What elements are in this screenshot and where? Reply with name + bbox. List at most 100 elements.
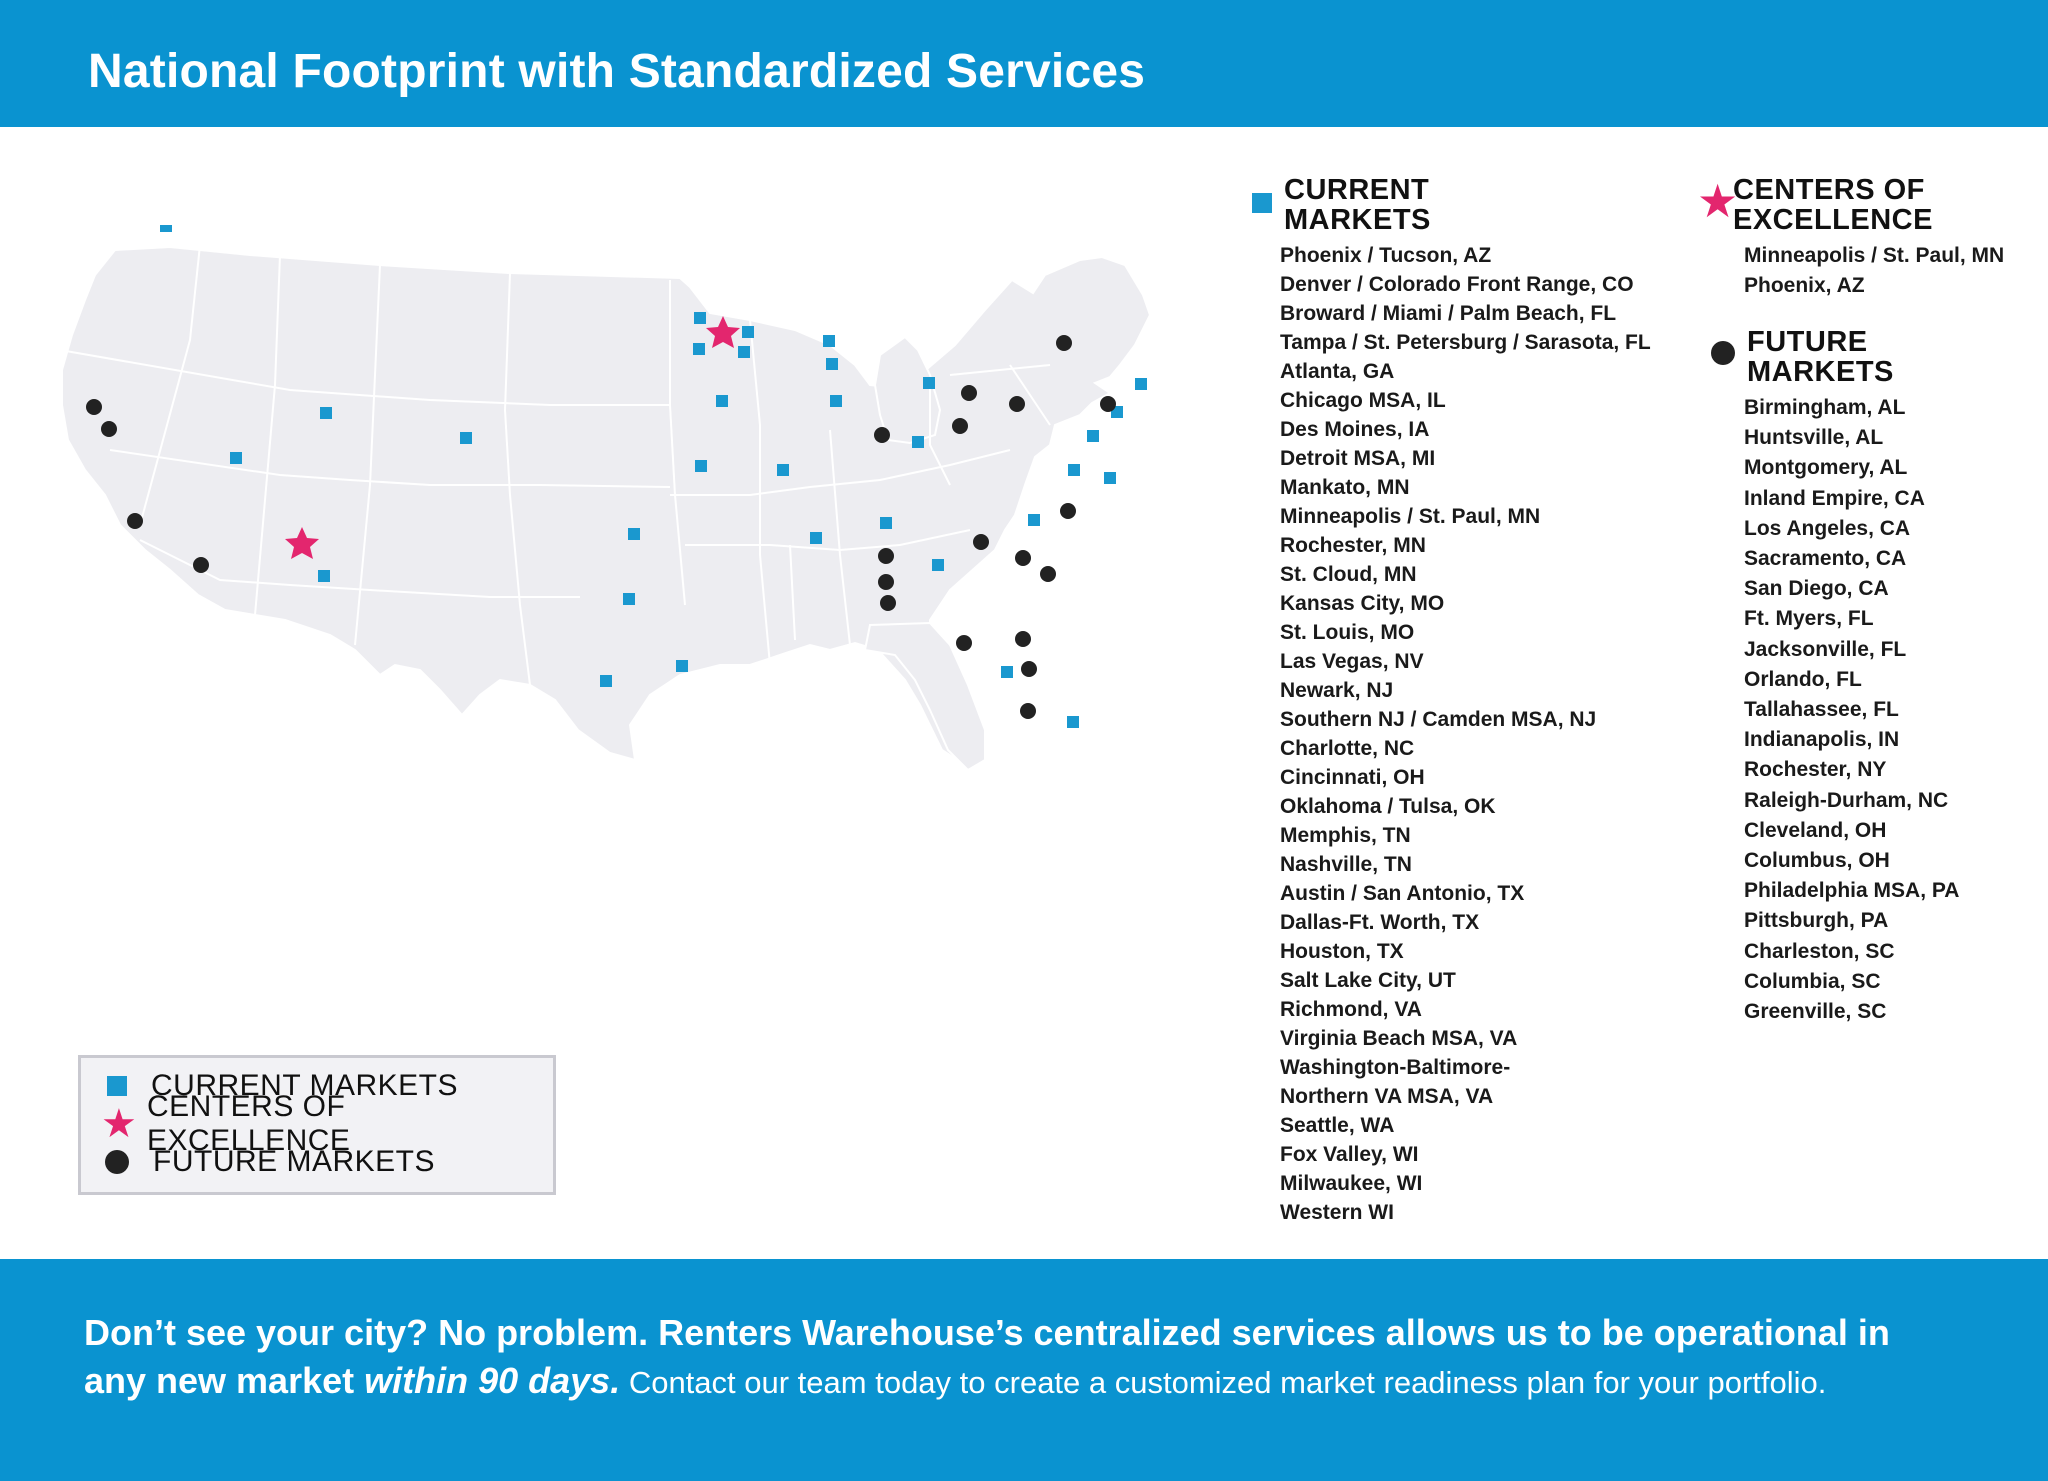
us-land — [59, 244, 1152, 772]
current-market-item: Houston, TX — [1280, 940, 1404, 963]
marker-miami — [1067, 716, 1079, 728]
legend-centers-row: ★ CENTERS OF EXCELLENCE — [101, 1090, 553, 1157]
current-markets-list: Phoenix / Tucson, AZ Denver / Colorado Fr… — [1280, 241, 1651, 1227]
current-market-item: St. Cloud, MN — [1280, 563, 1417, 586]
footer-banner: Don’t see your city? No problem. Renters… — [0, 1259, 2048, 1481]
marker-washington — [1087, 430, 1099, 442]
current-market-item: Charlotte, NC — [1280, 737, 1415, 760]
footer-text-a: any new market — [84, 1360, 365, 1401]
pink-star-icon: ★ — [1697, 175, 1739, 227]
current-market-item: Cincinnati, OH — [1280, 766, 1425, 789]
future-markets-heading: FUTURE MARKETS — [1708, 327, 1959, 387]
future-market-item: Tallahassee, FL — [1744, 698, 1899, 722]
marker-tampa — [1001, 666, 1013, 678]
marker-orlando — [1021, 661, 1037, 677]
current-market-item: Oklahoma / Tulsa, OK — [1280, 795, 1496, 818]
marker-virginia-beach — [1104, 472, 1116, 484]
marker-huntsville — [878, 548, 894, 564]
future-market-item: Ft. Myers, FL — [1744, 607, 1874, 631]
current-market-item: Kansas City, MO — [1280, 592, 1445, 615]
future-market-item: Indianapolis, IN — [1744, 728, 1900, 752]
marker-tucson — [318, 570, 330, 582]
current-market-item: Southern NJ / Camden MSA, NJ — [1280, 708, 1597, 731]
legend-future-label: FUTURE MARKETS — [153, 1145, 436, 1178]
current-market-item: Detroit MSA, MI — [1280, 447, 1436, 470]
future-market-item: San Diego, CA — [1744, 577, 1889, 601]
future-market-item: Huntsville, AL — [1744, 426, 1884, 450]
current-market-item: Austin / San Antonio, TX — [1280, 882, 1525, 905]
current-market-item: Broward / Miami / Palm Beach, FL — [1280, 302, 1617, 325]
marker-oklahoma — [628, 528, 640, 540]
footer-text-emphasis: within 90 days. — [364, 1360, 621, 1401]
marker-indianapolis — [874, 427, 890, 443]
legend-current-row: CURRENT MARKETS — [101, 1068, 458, 1104]
pink-star-icon: ★ — [101, 1102, 137, 1146]
current-market-item: Richmond, VA — [1280, 998, 1422, 1021]
future-market-item: Sacramento, CA — [1744, 547, 1907, 571]
current-market-markers — [160, 225, 1147, 728]
marker-dallas — [623, 593, 635, 605]
marker-chicago — [830, 395, 842, 407]
current-market-item: Tampa / St. Petersburg / Sarasota, FL — [1280, 331, 1651, 354]
marker-atlanta — [932, 559, 944, 571]
current-market-item: Atlanta, GA — [1280, 360, 1395, 383]
legend-centers-label: CENTERS OF EXCELLENCE — [147, 1090, 351, 1157]
centers-heading: ★ CENTERS OF EXCELLENCE — [1697, 175, 2004, 235]
future-market-item: Los Angeles, CA — [1744, 516, 1911, 540]
marker-ft-myers — [1020, 703, 1036, 719]
marker-minneapolis-1 — [742, 326, 754, 338]
marker-houston — [676, 660, 688, 672]
marker-western-wi — [716, 395, 728, 407]
future-market-item: Cleveland, OH — [1744, 818, 1887, 842]
future-markets-title: FUTURE MARKETS — [1747, 327, 1894, 387]
future-markets-list: Birmingham, AL Huntsville, AL Montgomery, … — [1744, 393, 1959, 1027]
footer-headline: Don’t see your city? No problem. Renters… — [84, 1312, 1890, 1353]
future-market-item: Inland Empire, CA — [1744, 486, 1925, 510]
centers-column: ★ CENTERS OF EXCELLENCE Minneapolis / St… — [1697, 175, 2004, 301]
centers-title: CENTERS OF EXCELLENCE — [1733, 175, 1933, 235]
marker-cincinnati — [912, 436, 924, 448]
future-market-item: Jacksonville, FL — [1744, 637, 1907, 661]
current-market-item: Milwaukee, WI — [1280, 1172, 1423, 1195]
centers-list: Minneapolis / St. Paul, MN Phoenix, AZ — [1744, 241, 2004, 301]
current-markets-heading: CURRENT MARKETS — [1250, 175, 1651, 235]
marker-montgomery — [880, 595, 896, 611]
current-title-line2: MARKETS — [1284, 204, 1431, 236]
marker-charleston — [1040, 566, 1056, 582]
current-market-item: Nashville, TN — [1280, 853, 1412, 876]
current-market-item: Dallas-Ft. Worth, TX — [1280, 911, 1480, 934]
blue-square-icon — [107, 1076, 127, 1096]
marker-kansas-city — [695, 460, 707, 472]
marker-sf-bay — [101, 421, 117, 437]
marker-cleveland — [961, 385, 977, 401]
future-market-item: Montgomery, AL — [1744, 456, 1908, 480]
marker-sacramento — [86, 399, 102, 415]
us-map — [59, 225, 1152, 772]
future-title-line2: MARKETS — [1747, 356, 1894, 388]
marker-jacksonville — [1015, 631, 1031, 647]
michigan-shape — [873, 335, 942, 445]
marker-rochester-ny — [1056, 335, 1072, 351]
florida-shape — [863, 621, 986, 772]
marker-mankato — [693, 343, 705, 355]
marker-columbus — [952, 418, 968, 434]
current-markets-column: CURRENT MARKETS Phoenix / Tucson, AZ Denv… — [1250, 175, 1651, 1227]
marker-pittsburgh — [1009, 396, 1025, 412]
legend-current-label: CURRENT MARKETS — [151, 1069, 458, 1102]
marker-san-diego — [193, 557, 209, 573]
future-markets-column: FUTURE MARKETS Birmingham, AL Huntsville,… — [1708, 327, 1959, 1027]
current-market-item: Chicago MSA, IL — [1280, 389, 1446, 412]
current-market-item: Virginia Beach MSA, VA — [1280, 1027, 1518, 1050]
current-market-item: Northern VA MSA, VA — [1280, 1085, 1494, 1108]
marker-raleigh — [1060, 503, 1076, 519]
marker-fox-valley — [823, 335, 835, 347]
current-market-item: Newark, NJ — [1280, 679, 1394, 702]
map-legend: CURRENT MARKETS ★ CENTERS OF EXCELLENCE … — [78, 1055, 556, 1195]
marker-denver — [460, 432, 472, 444]
marker-richmond — [1068, 464, 1080, 476]
current-market-item: Seattle, WA — [1280, 1114, 1395, 1137]
footer-text-contact: Contact our team today to create a custo… — [620, 1365, 1827, 1400]
marker-milwaukee — [826, 358, 838, 370]
marker-newark — [1135, 378, 1147, 390]
legend-future-row: FUTURE MARKETS — [101, 1144, 435, 1180]
